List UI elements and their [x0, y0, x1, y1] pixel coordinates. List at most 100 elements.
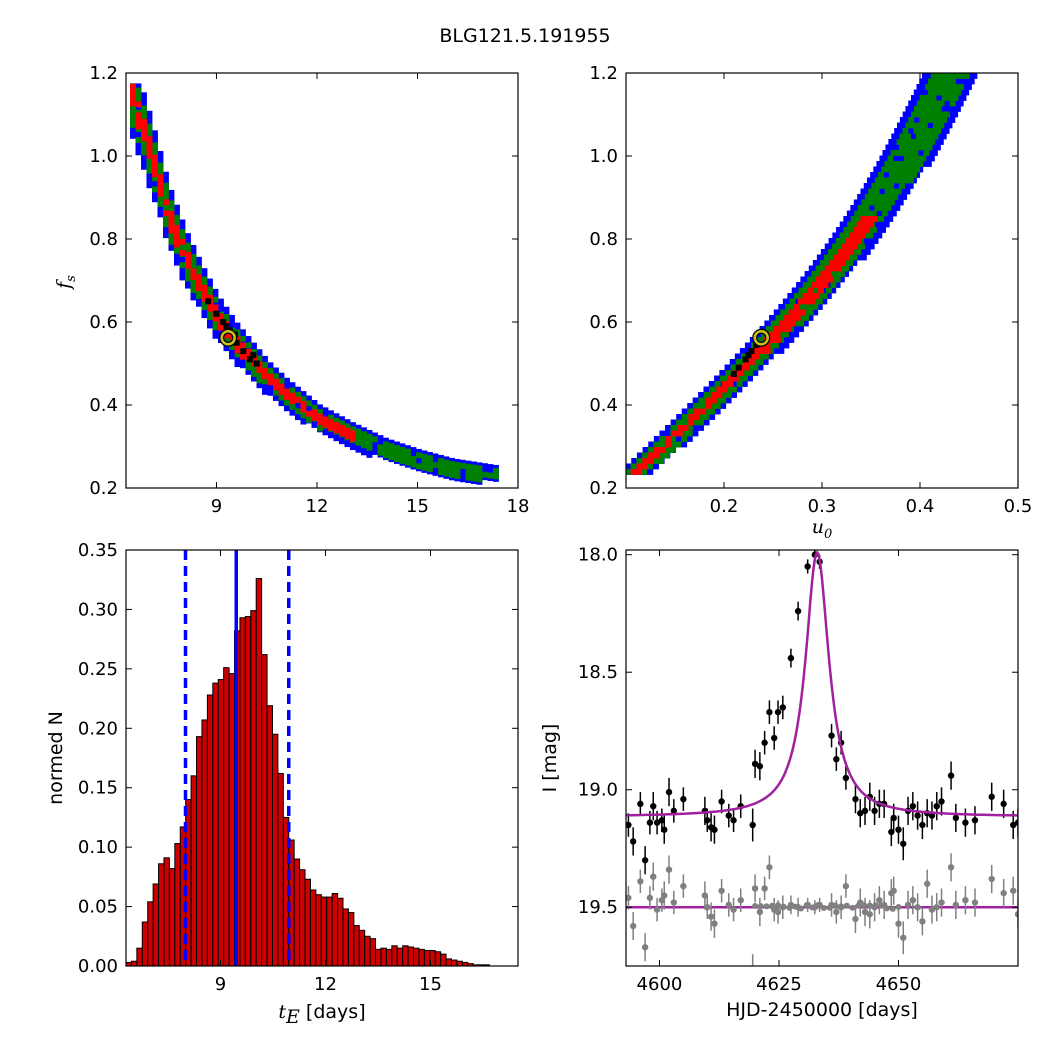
y-tick-label: 0.6 [589, 312, 618, 333]
heatmap-cell [812, 304, 819, 310]
y-tick-label: 0.30 [78, 599, 118, 620]
heatmap-cell [658, 441, 665, 448]
heatmap-cell [928, 155, 935, 162]
heatmap-cell [234, 322, 241, 329]
residual-point [923, 880, 931, 887]
histogram-bar [402, 945, 409, 966]
heatmap-cell [850, 205, 857, 211]
heatmap-cell [416, 463, 422, 470]
heatmap-cell [784, 304, 791, 310]
heatmap-cell [949, 117, 956, 123]
heatmap-cell [930, 117, 937, 123]
heatmap-cell [130, 89, 136, 96]
heatmap-cell [163, 210, 169, 217]
heatmap-cell [902, 183, 909, 189]
histogram-bar [391, 945, 398, 966]
heatmap-cell [681, 430, 688, 437]
heatmap-cell [289, 382, 296, 389]
heatmap-cell [405, 448, 411, 455]
heatmap-cell [828, 260, 835, 266]
heatmap-cell [487, 469, 494, 476]
heatmap-cell [141, 135, 147, 142]
heatmap-cell [787, 293, 794, 299]
histogram-bar [375, 948, 382, 966]
heatmap-cell [168, 189, 175, 196]
heatmap-cell [860, 188, 867, 195]
residual-point [928, 906, 936, 913]
heatmap-cell [262, 367, 268, 374]
heatmap-cell [895, 161, 902, 167]
heatmap-cell [284, 399, 290, 406]
heatmap-cell [328, 424, 334, 431]
heatmap-cell [438, 458, 444, 465]
heatmap-cell [856, 238, 863, 244]
heatmap-cell [317, 425, 323, 432]
heatmap-cell [734, 353, 741, 360]
heatmap-cell [157, 151, 164, 157]
data-point [828, 732, 835, 739]
heatmap-cell [921, 122, 928, 129]
heatmap-cell [383, 441, 389, 448]
heatmap-cell [783, 342, 790, 349]
heatmap-cell [867, 221, 874, 228]
heatmap-cell [256, 377, 263, 384]
heatmap-cell [935, 106, 942, 112]
heatmap-cell [949, 106, 956, 112]
residual-point [866, 911, 874, 918]
residual-point [756, 908, 764, 916]
heatmap-cell [245, 342, 252, 349]
heatmap-cell [720, 397, 727, 404]
histogram-bar [228, 673, 235, 966]
heatmap-cell [885, 210, 892, 217]
heatmap-cell [460, 470, 466, 477]
heatmap-cell [803, 298, 810, 305]
heatmap-cell [355, 446, 362, 453]
heatmap-cell [377, 444, 384, 451]
heatmap-cell [262, 355, 268, 362]
data-point [888, 828, 895, 836]
heatmap-cell [344, 433, 351, 439]
histogram-bar [223, 667, 230, 966]
heatmap-cell [399, 446, 406, 453]
heatmap-cell [886, 166, 893, 173]
heatmap-cell [647, 469, 654, 475]
heatmap-cell [267, 379, 274, 386]
heatmap-cell [807, 315, 814, 321]
heatmap-cell [432, 453, 439, 460]
heatmap-cell [852, 221, 859, 228]
heatmap-cell [130, 121, 136, 128]
heatmap-cell [399, 443, 406, 450]
heatmap-cell [762, 353, 769, 360]
data-point [661, 826, 668, 833]
heatmap-cell [957, 100, 964, 107]
x-tick-label: 0.2 [710, 496, 739, 517]
heatmap-cell [659, 436, 666, 442]
heatmap-cell [899, 117, 906, 123]
heatmap-cell [796, 282, 802, 288]
x-tick-label: 9 [211, 496, 222, 517]
heatmap-cell-best [205, 298, 212, 305]
heatmap-cell [416, 448, 422, 455]
residual-point [707, 913, 715, 920]
heatmap-cell [196, 265, 202, 272]
heatmap-cell [311, 414, 318, 421]
heatmap-cell [152, 135, 158, 142]
heatmap-cell [185, 270, 191, 276]
histogram-bar [266, 705, 273, 966]
heatmap-cell [383, 446, 389, 453]
heatmap-cell [885, 177, 892, 184]
heatmap-cell [859, 249, 866, 255]
heatmap-cell [946, 100, 953, 107]
heatmap-cell [921, 84, 928, 90]
heatmap-cell [130, 94, 136, 101]
heatmap-cell [933, 100, 940, 107]
heatmap-cell [917, 166, 924, 173]
heatmap-cell [229, 347, 235, 354]
heatmap-cell [944, 89, 951, 96]
heatmap-cell [855, 254, 862, 261]
histogram-bar [337, 897, 344, 966]
heatmap-cell [820, 249, 827, 255]
heatmap-cell [688, 414, 695, 420]
heatmap-cell [807, 309, 814, 316]
heatmap-cell [339, 424, 345, 431]
